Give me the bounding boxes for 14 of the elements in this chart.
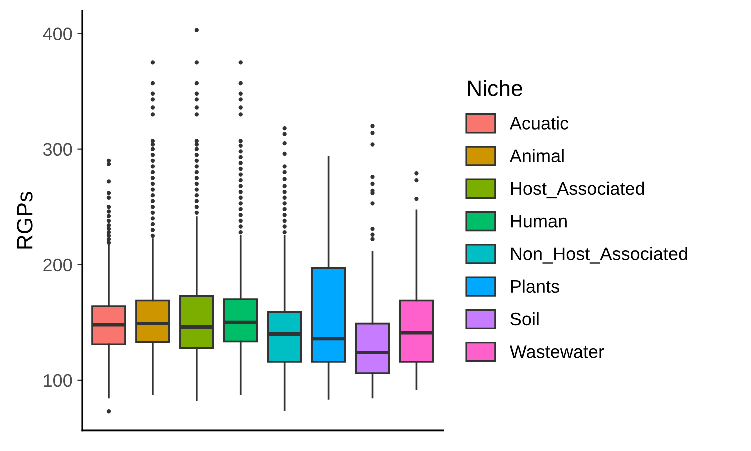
legend-label: Non_Host_Associated	[511, 247, 688, 264]
legend-label: Animal	[510, 149, 564, 163]
legend-label: Soil	[510, 312, 539, 326]
legend-label: Wastewater	[510, 346, 604, 358]
legend-label: Acuatic	[510, 116, 569, 130]
y-tick-label: 300	[43, 143, 72, 156]
legend-title: Niche	[468, 80, 522, 96]
y-axis-title: RGPs	[17, 192, 33, 249]
y-tick-label: 200	[44, 258, 72, 272]
legend-label: Plants	[511, 280, 560, 294]
y-tick-label: 100	[44, 374, 72, 388]
legend-label: Host_Associated	[511, 182, 644, 199]
legend-label: Human	[511, 215, 567, 228]
y-tick-label: 400	[43, 28, 72, 41]
